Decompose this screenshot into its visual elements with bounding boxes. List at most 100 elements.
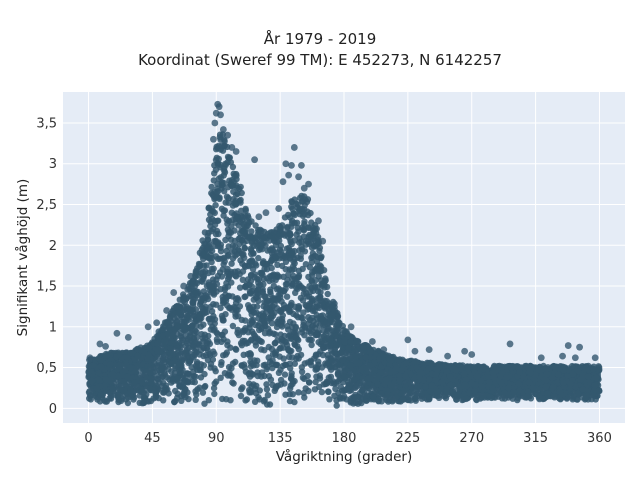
data-point <box>85 389 93 396</box>
data-point <box>301 332 308 339</box>
data-point <box>381 358 388 366</box>
data-point <box>222 295 229 302</box>
data-point <box>221 328 229 335</box>
data-point <box>124 399 132 407</box>
data-point <box>264 317 271 325</box>
data-point <box>168 360 175 367</box>
data-point <box>115 362 122 369</box>
data-point <box>250 309 258 316</box>
data-point <box>154 354 161 361</box>
data-point <box>204 236 212 243</box>
data-point <box>189 301 197 309</box>
data-point <box>318 364 326 371</box>
data-point <box>231 268 239 275</box>
data-point <box>217 174 225 181</box>
data-point <box>292 334 299 341</box>
data-point <box>213 154 220 161</box>
data-point <box>211 390 218 398</box>
data-point <box>229 322 237 330</box>
data-point <box>226 304 233 312</box>
data-point <box>288 198 296 206</box>
data-point <box>288 203 295 210</box>
data-point <box>233 346 240 353</box>
data-point <box>260 313 268 320</box>
data-point <box>307 209 314 217</box>
data-point <box>300 233 308 240</box>
data-point <box>213 336 221 343</box>
data-point <box>238 189 245 197</box>
data-point <box>233 210 240 217</box>
data-point <box>120 378 128 385</box>
data-point <box>347 354 354 361</box>
data-point <box>172 340 179 347</box>
data-point <box>151 379 159 386</box>
data-point <box>146 343 153 351</box>
data-point <box>308 259 315 266</box>
data-point <box>167 345 174 352</box>
data-point <box>277 294 284 301</box>
data-point <box>220 317 227 324</box>
data-point <box>289 263 297 270</box>
data-point <box>501 395 509 402</box>
data-point <box>269 295 277 302</box>
data-point <box>165 366 172 373</box>
data-point <box>299 314 306 322</box>
data-point <box>281 254 289 261</box>
chart-subtitle: Koordinat (Sweref 99 TM): E 452273, N 61… <box>138 51 502 69</box>
data-point <box>246 321 254 328</box>
data-point <box>319 351 327 359</box>
data-point <box>270 330 277 337</box>
data-point <box>276 316 283 323</box>
data-point <box>150 395 157 402</box>
data-point <box>352 399 359 406</box>
data-point <box>183 346 191 354</box>
data-point <box>124 354 131 361</box>
data-point <box>232 313 239 320</box>
data-point <box>281 371 289 378</box>
data-point <box>313 331 320 338</box>
data-point <box>191 330 198 338</box>
data-point <box>246 281 253 289</box>
data-point <box>245 370 252 378</box>
data-point <box>248 287 255 295</box>
data-point <box>339 355 347 362</box>
data-point <box>582 395 589 402</box>
data-point <box>213 378 220 385</box>
data-point <box>215 239 222 246</box>
data-point <box>210 327 217 334</box>
data-point <box>229 242 236 249</box>
data-point <box>206 350 213 358</box>
data-point <box>235 296 242 304</box>
data-point <box>232 215 240 222</box>
data-point <box>197 374 205 381</box>
data-point <box>356 359 363 367</box>
data-point <box>339 387 346 394</box>
data-point <box>287 364 294 372</box>
data-point <box>308 284 315 292</box>
data-point <box>285 211 292 219</box>
data-point <box>518 364 525 371</box>
data-point <box>339 395 347 402</box>
data-point <box>213 276 220 283</box>
data-point <box>122 367 129 374</box>
data-point <box>209 215 216 223</box>
data-point <box>207 283 214 290</box>
data-point <box>283 245 290 252</box>
data-point <box>490 369 497 376</box>
data-point <box>186 333 194 341</box>
data-point <box>584 373 592 380</box>
data-point <box>318 338 325 345</box>
data-point <box>292 323 299 331</box>
data-point <box>374 373 381 381</box>
data-point <box>252 234 259 241</box>
data-point <box>312 366 319 373</box>
data-point <box>216 255 223 262</box>
data-point <box>426 376 433 383</box>
data-point <box>272 385 279 392</box>
data-point <box>389 398 396 405</box>
data-point <box>280 288 287 295</box>
data-point <box>285 345 292 353</box>
data-point <box>205 397 212 404</box>
data-point <box>309 322 317 329</box>
